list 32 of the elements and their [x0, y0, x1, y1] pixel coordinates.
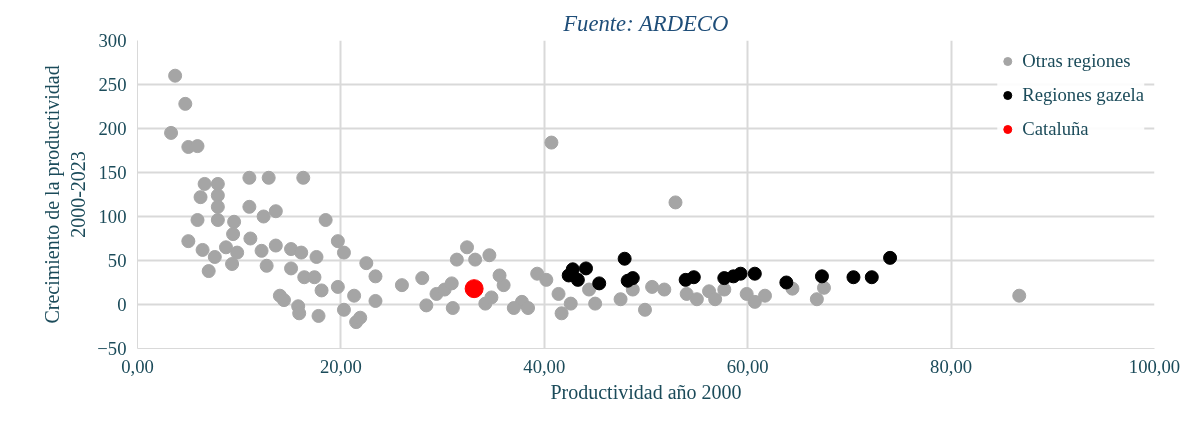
- point: [883, 250, 898, 265]
- point: [464, 279, 484, 299]
- point: [570, 272, 585, 287]
- point: [733, 266, 748, 281]
- point: [864, 270, 879, 285]
- y-tick-label: 100: [98, 206, 127, 227]
- y-axis-title: Crecimiento de la productividad 2000-2023: [40, 65, 90, 324]
- y-tick-label: 300: [98, 30, 127, 51]
- x-tick-label: 40,00: [523, 355, 566, 377]
- point: [617, 251, 632, 266]
- point: [814, 269, 829, 284]
- x-tick-label: 80,00: [930, 355, 973, 377]
- y-tick-label: 250: [98, 74, 127, 95]
- point: [686, 270, 701, 285]
- y-tick-label: 200: [98, 118, 127, 139]
- point: [625, 271, 640, 286]
- x-tick-label: 60,00: [726, 355, 769, 377]
- point: [579, 261, 593, 276]
- point: [747, 266, 762, 281]
- point: [779, 275, 794, 290]
- y-tick-label: 50: [107, 250, 127, 271]
- point: [846, 270, 861, 285]
- legend-label: Otras regiones: [1022, 50, 1131, 72]
- point: [592, 276, 607, 291]
- y-tick-label: 150: [98, 162, 127, 183]
- y-tick-label: 0: [117, 294, 127, 315]
- x-tick-label: 20,00: [319, 355, 362, 377]
- x-axis-title: Productividad año 2000: [550, 380, 742, 403]
- legend-label: Cataluña: [1022, 118, 1089, 140]
- chart-title: Fuente: ARDECO: [562, 10, 729, 36]
- x-tick-label: 100,00: [1128, 355, 1181, 377]
- legend-label: Regiones gazela: [1022, 84, 1144, 106]
